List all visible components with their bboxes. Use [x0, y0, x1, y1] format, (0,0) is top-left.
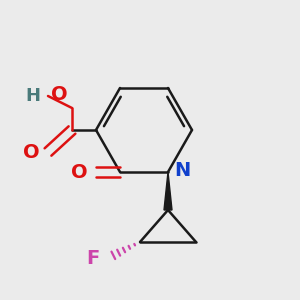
Text: F: F — [87, 248, 100, 268]
Text: N: N — [174, 160, 190, 179]
Text: H: H — [25, 87, 40, 105]
Polygon shape — [164, 172, 172, 210]
Text: O: O — [71, 163, 88, 182]
Text: O: O — [23, 142, 40, 161]
Text: O: O — [51, 85, 68, 104]
